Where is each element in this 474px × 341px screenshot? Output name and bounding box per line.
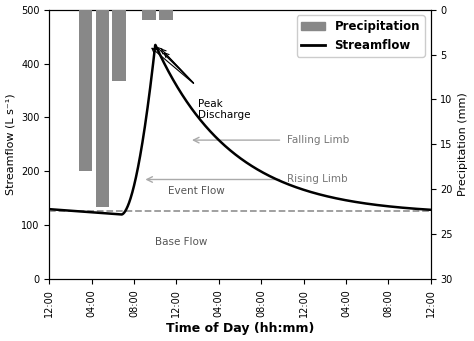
Text: Event Flow: Event Flow: [168, 186, 225, 196]
Bar: [142, 10, 155, 20]
Y-axis label: Streamflow (L s⁻¹): Streamflow (L s⁻¹): [6, 94, 16, 195]
Bar: [79, 10, 92, 172]
Bar: [96, 10, 109, 207]
Y-axis label: Precipitation (mm): Precipitation (mm): [458, 92, 468, 196]
Text: Peak
Discharge: Peak Discharge: [198, 99, 250, 120]
Bar: [159, 10, 173, 20]
Legend: Precipitation, Streamflow: Precipitation, Streamflow: [297, 15, 425, 57]
Text: Rising Limb: Rising Limb: [287, 175, 347, 184]
Text: Base Flow: Base Flow: [155, 237, 208, 247]
Bar: [112, 10, 126, 81]
Text: Falling Limb: Falling Limb: [287, 135, 349, 145]
X-axis label: Time of Day (hh:mm): Time of Day (hh:mm): [166, 323, 314, 336]
